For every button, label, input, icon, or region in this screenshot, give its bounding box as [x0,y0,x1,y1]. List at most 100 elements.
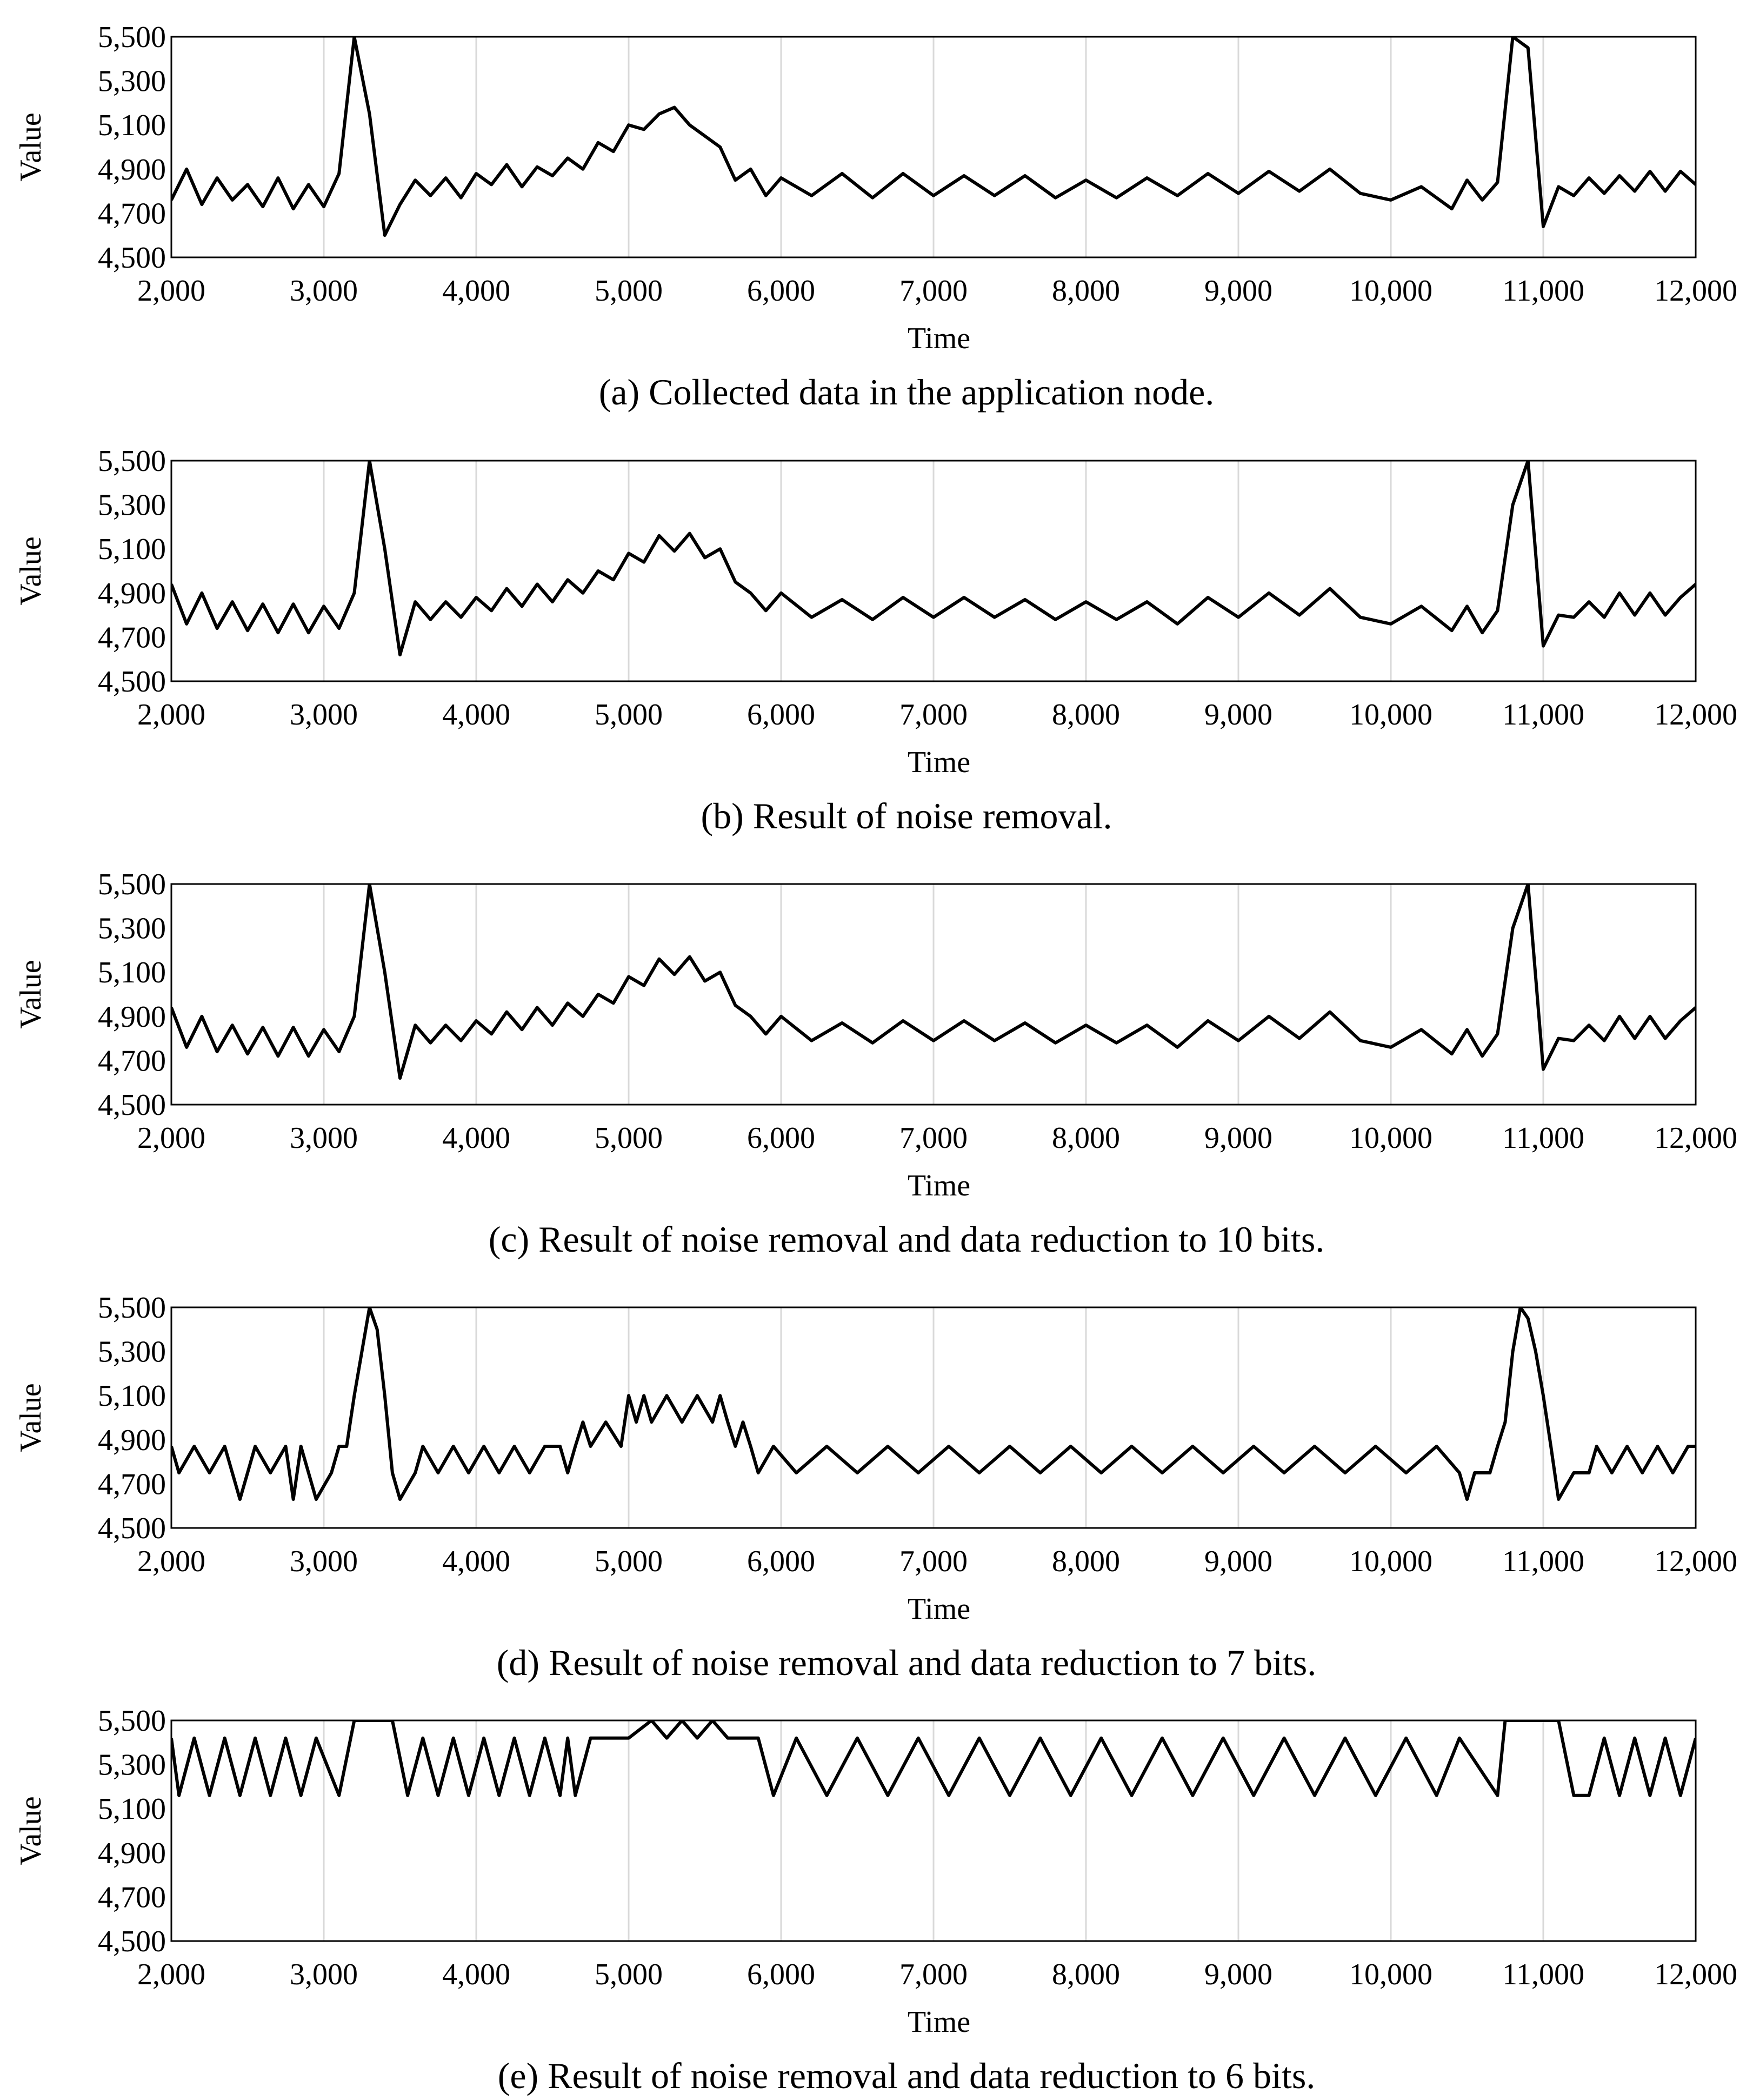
x-axis-title: Time [908,1169,970,1202]
x-tick-label: 2,000 [137,698,205,732]
y-tick-label: 5,100 [98,533,166,566]
x-axis-title: Time [908,746,970,779]
x-tick-label: 9,000 [1204,274,1272,308]
y-tick-label: 5,100 [98,956,166,989]
chart-caption: (e) Result of noise removal and data red… [498,2055,1316,2096]
y-tick-label: 4,500 [98,241,166,275]
x-tick-label: 11,000 [1502,698,1584,732]
y-tick-label: 5,300 [98,65,166,98]
x-tick-label: 12,000 [1654,1121,1737,1155]
chart-caption: (a) Collected data in the application no… [599,371,1215,413]
x-tick-label: 5,000 [595,1958,663,1991]
y-tick-label: 5,500 [98,868,166,901]
chart-caption: (b) Result of noise removal. [701,795,1112,836]
y-tick-label: 5,100 [98,1792,166,1826]
y-tick-label: 4,500 [98,1925,166,1958]
series-line [171,1720,1696,1797]
x-tick-label: 11,000 [1502,1958,1584,1991]
x-tick-label: 7,000 [899,1545,968,1578]
x-tick-label: 6,000 [747,274,815,308]
x-tick-label: 10,000 [1349,1121,1432,1155]
y-tick-label: 5,300 [98,912,166,946]
y-tick-label: 5,300 [98,1335,166,1369]
y-tick-label: 4,500 [98,1088,166,1122]
plot-frame [170,1306,1697,1529]
plot-frame [170,1719,1697,1942]
y-tick-label: 4,700 [98,1044,166,1078]
x-tick-label: 5,000 [595,274,663,308]
x-tick-label: 3,000 [290,1958,358,1991]
chart-caption: (c) Result of noise removal and data red… [489,1219,1325,1260]
y-axis-title: Value [14,1796,48,1865]
x-tick-label: 3,000 [290,1545,358,1578]
chart-panel-e: 2,000 3,000 4,000 5,000 6,000 7,000 8,000 9,000… [14,1704,1737,2096]
x-tick-label: 7,000 [899,698,968,732]
chart-caption: (d) Result of noise removal and data red… [497,1642,1316,1683]
y-tick-label: 4,700 [98,197,166,230]
x-tick-label: 8,000 [1052,1121,1120,1155]
x-tick-label: 12,000 [1654,1958,1737,1991]
y-tick-label: 4,900 [98,577,166,610]
x-tick-label: 8,000 [1052,1958,1120,1991]
y-tick-label: 5,500 [98,1704,166,1738]
x-tick-label: 6,000 [747,1545,815,1578]
y-tick-label: 4,900 [98,1837,166,1870]
x-tick-label: 2,000 [137,274,205,308]
x-tick-label: 5,000 [595,698,663,732]
chart-panel-a: 2,000 3,000 4,000 5,000 6,000 7,000 8,000 9,000… [14,21,1737,413]
x-tick-label: 4,000 [442,1958,510,1991]
x-tick-label: 10,000 [1349,1545,1432,1578]
y-tick-label: 4,700 [98,1880,166,1914]
series-line [171,461,1696,656]
y-axis-title: Value [14,112,48,182]
x-tick-label: 12,000 [1654,698,1737,732]
x-tick-label: 4,000 [442,1545,510,1578]
x-tick-label: 4,000 [442,1121,510,1155]
y-axis-title: Value [14,960,48,1029]
x-axis-title: Time [908,2005,970,2039]
x-tick-label: 3,000 [290,698,358,732]
x-tick-label: 12,000 [1654,1545,1737,1578]
x-tick-label: 11,000 [1502,1121,1584,1155]
x-tick-label: 3,000 [290,274,358,308]
y-axis-title: Value [14,536,48,606]
y-tick-label: 4,900 [98,1424,166,1457]
y-tick-label: 4,700 [98,1467,166,1501]
chart-panel-b: 2,000 3,000 4,000 5,000 6,000 7,000 8,000 9,000… [14,444,1737,836]
x-tick-label: 2,000 [137,1121,205,1155]
y-tick-label: 5,300 [98,1749,166,1782]
series-line [171,37,1696,237]
x-tick-label: 10,000 [1349,698,1432,732]
x-tick-label: 7,000 [899,274,968,308]
x-tick-label: 2,000 [137,1958,205,1991]
x-tick-label: 8,000 [1052,698,1120,732]
y-tick-label: 5,500 [98,1291,166,1325]
x-tick-label: 5,000 [595,1545,663,1578]
chart-panel-c: 2,000 3,000 4,000 5,000 6,000 7,000 8,000 9,000… [14,868,1737,1260]
plot-frame [170,883,1697,1106]
x-tick-label: 7,000 [899,1958,968,1991]
x-tick-label: 6,000 [747,1958,815,1991]
series-line [171,884,1696,1080]
x-tick-label: 6,000 [747,1121,815,1155]
x-tick-label: 8,000 [1052,1545,1120,1578]
x-tick-label: 11,000 [1502,274,1584,308]
x-tick-label: 4,000 [442,274,510,308]
x-tick-label: 9,000 [1204,1121,1272,1155]
x-axis-title: Time [908,1592,970,1626]
y-tick-label: 5,300 [98,489,166,522]
y-tick-label: 5,500 [98,444,166,478]
series-line [171,1307,1696,1501]
x-axis-title: Time [908,322,970,355]
x-tick-label: 10,000 [1349,274,1432,308]
x-tick-label: 11,000 [1502,1545,1584,1578]
plot-frame [170,460,1697,682]
x-tick-label: 2,000 [137,1545,205,1578]
x-tick-label: 9,000 [1204,1958,1272,1991]
y-tick-label: 4,500 [98,1512,166,1545]
x-tick-label: 9,000 [1204,1545,1272,1578]
y-tick-label: 4,700 [98,621,166,654]
y-tick-label: 5,500 [98,21,166,54]
x-tick-label: 12,000 [1654,274,1737,308]
